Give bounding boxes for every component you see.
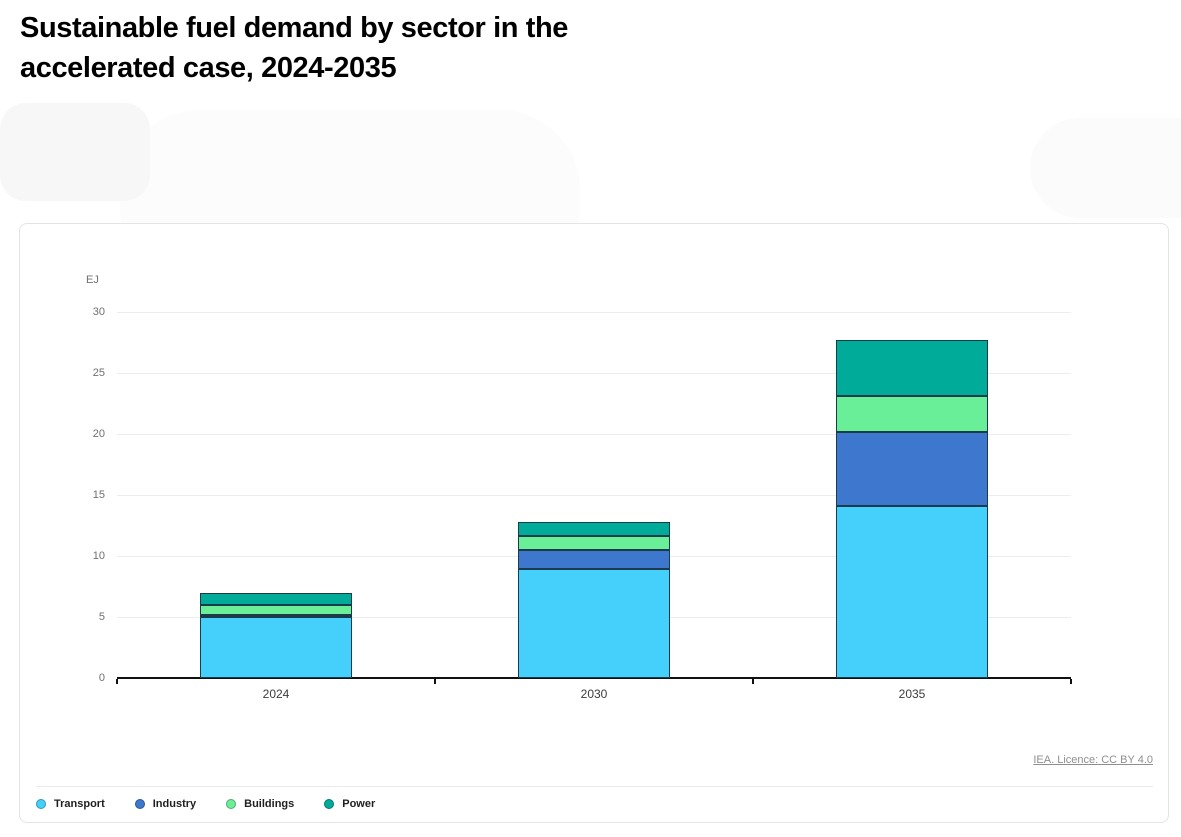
x-axis-tickmark xyxy=(116,679,118,684)
x-axis-tickmark xyxy=(434,679,436,684)
bar-segment-2024-buildings[interactable] xyxy=(200,605,352,615)
bar-segment-2030-industry[interactable] xyxy=(518,549,670,570)
x-axis-label-2024: 2024 xyxy=(262,687,290,701)
gridline xyxy=(117,434,1071,435)
bar-segment-2035-power[interactable] xyxy=(836,340,988,397)
chart-title: Sustainable fuel demand by sector in the… xyxy=(20,12,569,85)
chart-area: EJ 0 5 10 15 20 25 30 2024 2030 2035 xyxy=(20,224,1168,822)
faded-region xyxy=(0,103,150,201)
bar-segment-2030-buildings[interactable] xyxy=(518,536,670,550)
bar-segment-2024-power[interactable] xyxy=(200,593,352,606)
legend-marker-transport xyxy=(36,799,46,809)
y-axis-tick-label: 0 xyxy=(98,672,105,684)
legend-item-transport[interactable]: Transport xyxy=(36,798,105,810)
legend-item-power[interactable]: Power xyxy=(324,798,375,810)
legend-label: Transport xyxy=(54,798,105,810)
legend-label: Buildings xyxy=(244,798,295,810)
bar-segment-2024-transport[interactable] xyxy=(200,617,352,678)
x-axis-line xyxy=(117,677,1071,679)
chart-legend: Transport Industry Buildings Power xyxy=(36,792,375,816)
x-axis-tickmark xyxy=(752,679,754,684)
gridline xyxy=(117,312,1071,313)
y-axis-unit-label: EJ xyxy=(86,274,99,286)
y-axis-tick-label: 20 xyxy=(92,428,105,440)
legend-divider xyxy=(36,786,1153,787)
source-licence-link[interactable]: IEA. Licence: CC BY 4.0 xyxy=(1033,754,1153,766)
gridline xyxy=(117,373,1071,374)
x-axis-tickmark xyxy=(1070,679,1072,684)
bar-segment-2024-industry[interactable] xyxy=(200,614,352,617)
y-axis-tick-label: 30 xyxy=(92,306,105,318)
y-axis-tick-label: 25 xyxy=(92,367,105,379)
legend-item-buildings[interactable]: Buildings xyxy=(226,798,294,810)
bar-segment-2035-industry[interactable] xyxy=(836,431,988,506)
chart-card: EJ 0 5 10 15 20 25 30 2024 2030 2035 IEA. Licence… xyxy=(19,223,1169,823)
y-axis-tick-label: 5 xyxy=(98,611,105,623)
legend-label: Power xyxy=(342,798,376,810)
x-axis-label-2035: 2035 xyxy=(898,687,926,701)
y-axis-tick-label: 10 xyxy=(92,550,105,562)
faded-region xyxy=(1030,118,1181,218)
bar-segment-2035-buildings[interactable] xyxy=(836,396,988,432)
legend-label: Industry xyxy=(152,798,197,810)
legend-item-industry[interactable]: Industry xyxy=(134,798,197,810)
x-axis-label-2030: 2030 xyxy=(580,687,608,701)
y-axis-tick-label: 15 xyxy=(92,489,105,501)
bar-segment-2030-power[interactable] xyxy=(518,521,670,537)
bar-segment-2030-transport[interactable] xyxy=(518,569,670,678)
legend-marker-power xyxy=(324,799,335,809)
bar-segment-2035-transport[interactable] xyxy=(836,505,988,678)
legend-marker-buildings xyxy=(226,799,237,809)
legend-marker-industry xyxy=(134,799,145,809)
gridline xyxy=(117,495,1071,496)
